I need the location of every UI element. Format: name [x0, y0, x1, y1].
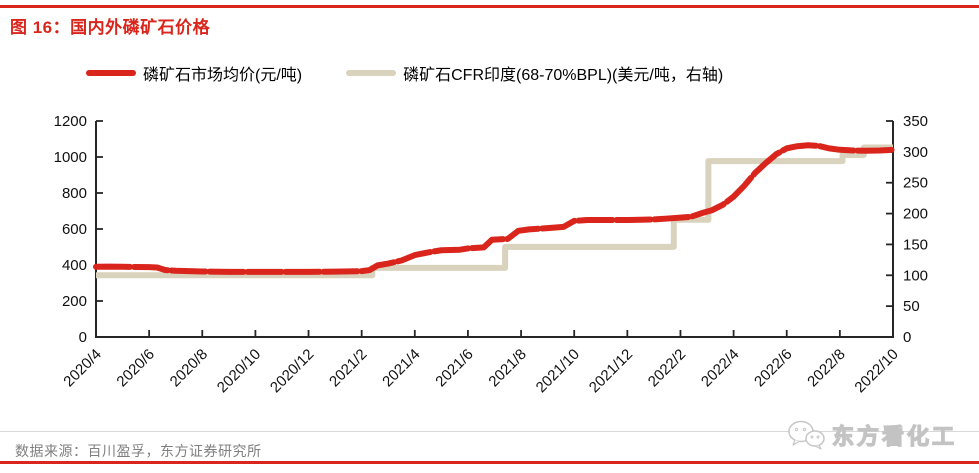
- bottom-red-rule: [0, 461, 979, 464]
- x-axis-tick-label: 2020/6: [113, 346, 157, 390]
- x-axis-tick-label: 2020/10: [214, 346, 264, 396]
- x-axis-tick-label: 2020/4: [60, 346, 104, 390]
- legend-item-domestic-avg-price: 磷矿石市场均价(元/吨): [86, 61, 302, 85]
- right-axis-tick-label: 0: [903, 329, 911, 346]
- right-axis-tick-label: 100: [903, 267, 928, 284]
- x-axis-tick-label: 2020/12: [267, 346, 317, 396]
- x-axis-tick-label: 2021/4: [379, 346, 423, 390]
- x-axis-tick-label: 2020/8: [167, 346, 211, 390]
- right-axis-tick-label: 300: [903, 144, 928, 161]
- left-axis-tick-label: 200: [62, 293, 87, 310]
- x-axis-tick-label: 2021/12: [586, 346, 636, 396]
- data-source-note: 数据来源：百川盈孚，东方证券研究所: [15, 443, 262, 459]
- x-axis-tick-label: 2021/10: [533, 346, 583, 396]
- left-axis-tick-label: 800: [62, 185, 87, 202]
- x-axis-tick-label: 2021/2: [326, 346, 370, 390]
- x-axis-tick-label: 2022/2: [645, 346, 689, 390]
- series-cfr-india-line: [96, 144, 893, 279]
- left-axis-tick-label: 400: [62, 257, 87, 274]
- x-axis-tick-label: 2022/6: [751, 346, 795, 390]
- x-axis-tick-label: 2022/10: [851, 346, 901, 396]
- left-axis-tick-label: 1200: [54, 113, 87, 130]
- x-axis-tick-label: 2021/8: [485, 346, 529, 390]
- right-axis-tick-label: 200: [903, 206, 928, 223]
- chart-legend: 磷矿石市场均价(元/吨) 磷矿石CFR印度(68-70%BPL)(美元/吨，右轴…: [86, 61, 723, 85]
- legend-swatch-red-line-icon: [86, 70, 136, 76]
- wechat-icon: [788, 420, 825, 450]
- right-axis-tick-label: 350: [903, 113, 928, 130]
- series-domestic-avg-price-line: [93, 142, 896, 275]
- top-red-rule: [0, 5, 979, 8]
- left-axis-tick-label: 600: [62, 221, 87, 238]
- watermark-label: 东方看化工: [831, 423, 957, 449]
- legend-item-cfr-india: 磷矿石CFR印度(68-70%BPL)(美元/吨，右轴): [346, 61, 723, 85]
- x-axis-tick-label: 2022/8: [804, 346, 848, 390]
- left-axis-tick-label: 0: [79, 329, 87, 346]
- legend-swatch-beige-line-icon: [346, 70, 397, 76]
- right-axis-tick-label: 250: [903, 175, 928, 192]
- right-axis-tick-label: 150: [903, 236, 928, 253]
- gray-divider: [0, 431, 979, 432]
- page-title: 图 16：国内外磷矿石价格: [10, 18, 211, 37]
- brand-watermark: 东方看化工: [786, 419, 957, 451]
- x-axis-tick-label: 2021/6: [432, 346, 476, 390]
- legend-label: 磷矿石市场均价(元/吨): [143, 67, 303, 84]
- x-axis-tick-label: 2022/4: [698, 346, 742, 390]
- legend-label: 磷矿石CFR印度(68-70%BPL)(美元/吨，右轴): [403, 67, 724, 84]
- right-axis-tick-label: 50: [903, 298, 920, 315]
- left-axis-tick-label: 1000: [54, 149, 87, 166]
